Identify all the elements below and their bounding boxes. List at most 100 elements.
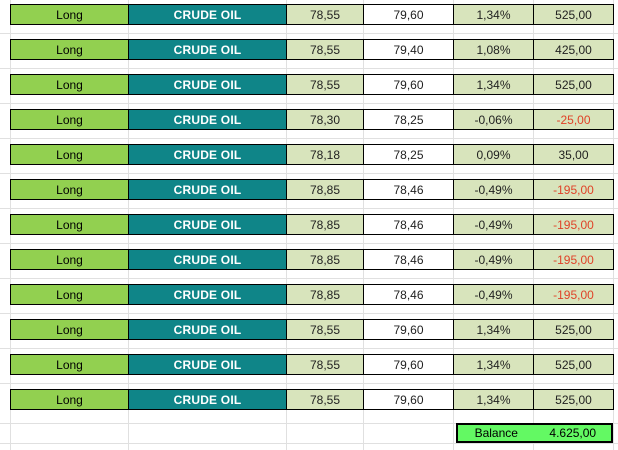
- change-pct-cell[interactable]: 1,34%: [454, 75, 534, 94]
- position-cell[interactable]: Long: [11, 110, 129, 129]
- trade-row: Long CRUDE OIL 78,55 79,60 1,34% 525,00: [10, 4, 614, 25]
- gridline: [0, 33, 618, 34]
- trade-row: Long CRUDE OIL 78,55 79,40 1,08% 425,00: [10, 39, 614, 60]
- entry-price-cell[interactable]: 78,85: [287, 180, 364, 199]
- trade-row: Long CRUDE OIL 78,85 78,46 -0,49% -195,0…: [10, 214, 614, 235]
- change-pct-cell[interactable]: -0,49%: [454, 250, 534, 269]
- profit-cell[interactable]: -195,00: [534, 180, 613, 199]
- profit-cell[interactable]: 425,00: [534, 40, 613, 59]
- exit-price-cell[interactable]: 78,46: [364, 250, 454, 269]
- profit-cell[interactable]: -195,00: [534, 215, 613, 234]
- instrument-cell[interactable]: CRUDE OIL: [129, 110, 287, 129]
- change-pct-cell[interactable]: -0,06%: [454, 110, 534, 129]
- exit-price-cell[interactable]: 79,60: [364, 5, 454, 24]
- exit-price-cell[interactable]: 79,60: [364, 320, 454, 339]
- exit-price-cell[interactable]: 78,46: [364, 215, 454, 234]
- gridline: [0, 68, 618, 69]
- instrument-cell[interactable]: CRUDE OIL: [129, 40, 287, 59]
- trade-row: Long CRUDE OIL 78,30 78,25 -0,06% -25,00: [10, 109, 614, 130]
- position-cell[interactable]: Long: [11, 75, 129, 94]
- gridline: [0, 208, 618, 209]
- position-cell[interactable]: Long: [11, 320, 129, 339]
- position-cell[interactable]: Long: [11, 285, 129, 304]
- entry-price-cell[interactable]: 78,30: [287, 110, 364, 129]
- position-cell[interactable]: Long: [11, 145, 129, 164]
- profit-cell[interactable]: 525,00: [534, 75, 613, 94]
- instrument-cell[interactable]: CRUDE OIL: [129, 285, 287, 304]
- instrument-cell[interactable]: CRUDE OIL: [129, 355, 287, 374]
- entry-price-cell[interactable]: 78,55: [287, 320, 364, 339]
- change-pct-cell[interactable]: 0,09%: [454, 145, 534, 164]
- gridline: [0, 243, 618, 244]
- instrument-cell[interactable]: CRUDE OIL: [129, 215, 287, 234]
- position-cell[interactable]: Long: [11, 355, 129, 374]
- change-pct-cell[interactable]: 1,08%: [454, 40, 534, 59]
- gridline: [0, 348, 618, 349]
- exit-price-cell[interactable]: 78,46: [364, 285, 454, 304]
- exit-price-cell[interactable]: 78,25: [364, 145, 454, 164]
- entry-price-cell[interactable]: 78,18: [287, 145, 364, 164]
- profit-cell[interactable]: -25,00: [534, 110, 613, 129]
- entry-price-cell[interactable]: 78,55: [287, 390, 364, 409]
- entry-price-cell[interactable]: 78,55: [287, 355, 364, 374]
- balance-label-cell[interactable]: Balance: [474, 426, 518, 440]
- profit-cell[interactable]: 525,00: [534, 355, 613, 374]
- profit-cell[interactable]: 525,00: [534, 320, 613, 339]
- gridline: [0, 313, 618, 314]
- change-pct-cell[interactable]: 1,34%: [454, 355, 534, 374]
- entry-price-cell[interactable]: 78,85: [287, 285, 364, 304]
- change-pct-cell[interactable]: -0,49%: [454, 285, 534, 304]
- entry-price-cell[interactable]: 78,85: [287, 250, 364, 269]
- gridline: [0, 443, 618, 444]
- trade-row: Long CRUDE OIL 78,85 78,46 -0,49% -195,0…: [10, 249, 614, 270]
- exit-price-cell[interactable]: 79,60: [364, 75, 454, 94]
- exit-price-cell[interactable]: 79,40: [364, 40, 454, 59]
- entry-price-cell[interactable]: 78,55: [287, 75, 364, 94]
- position-cell[interactable]: Long: [11, 40, 129, 59]
- change-pct-cell[interactable]: -0,49%: [454, 180, 534, 199]
- exit-price-cell[interactable]: 78,25: [364, 110, 454, 129]
- profit-cell[interactable]: 525,00: [534, 390, 613, 409]
- profit-cell[interactable]: -195,00: [534, 250, 613, 269]
- exit-price-cell[interactable]: 79,60: [364, 390, 454, 409]
- exit-price-cell[interactable]: 79,60: [364, 355, 454, 374]
- position-cell[interactable]: Long: [11, 5, 129, 24]
- trade-row: Long CRUDE OIL 78,55 79,60 1,34% 525,00: [10, 319, 614, 340]
- trade-row: Long CRUDE OIL 78,18 78,25 0,09% 35,00: [10, 144, 614, 165]
- change-pct-cell[interactable]: 1,34%: [454, 5, 534, 24]
- instrument-cell[interactable]: CRUDE OIL: [129, 320, 287, 339]
- instrument-cell[interactable]: CRUDE OIL: [129, 180, 287, 199]
- profit-cell[interactable]: 525,00: [534, 5, 613, 24]
- position-cell[interactable]: Long: [11, 180, 129, 199]
- trade-row: Long CRUDE OIL 78,55 79,60 1,34% 525,00: [10, 74, 614, 95]
- gridline: [0, 278, 618, 279]
- gridline: [0, 383, 618, 384]
- balance-value-cell[interactable]: 4.625,00: [549, 426, 597, 440]
- trade-row: Long CRUDE OIL 78,85 78,46 -0,49% -195,0…: [10, 284, 614, 305]
- position-cell[interactable]: Long: [11, 390, 129, 409]
- trade-row: Long CRUDE OIL 78,85 78,46 -0,49% -195,0…: [10, 179, 614, 200]
- trade-row: Long CRUDE OIL 78,55 79,60 1,34% 525,00: [10, 354, 614, 375]
- instrument-cell[interactable]: CRUDE OIL: [129, 390, 287, 409]
- position-cell[interactable]: Long: [11, 215, 129, 234]
- balance-box: Balance 4.625,00: [456, 423, 613, 443]
- entry-price-cell[interactable]: 78,55: [287, 40, 364, 59]
- gridline: [0, 173, 618, 174]
- position-cell[interactable]: Long: [11, 250, 129, 269]
- change-pct-cell[interactable]: -0,49%: [454, 215, 534, 234]
- instrument-cell[interactable]: CRUDE OIL: [129, 75, 287, 94]
- profit-cell[interactable]: 35,00: [534, 145, 613, 164]
- entry-price-cell[interactable]: 78,85: [287, 215, 364, 234]
- instrument-cell[interactable]: CRUDE OIL: [129, 5, 287, 24]
- trade-row: Long CRUDE OIL 78,55 79,60 1,34% 525,00: [10, 389, 614, 410]
- instrument-cell[interactable]: CRUDE OIL: [129, 250, 287, 269]
- profit-cell[interactable]: -195,00: [534, 285, 613, 304]
- gridline: [0, 138, 618, 139]
- change-pct-cell[interactable]: 1,34%: [454, 390, 534, 409]
- instrument-cell[interactable]: CRUDE OIL: [129, 145, 287, 164]
- entry-price-cell[interactable]: 78,55: [287, 5, 364, 24]
- gridline: [0, 103, 618, 104]
- exit-price-cell[interactable]: 78,46: [364, 180, 454, 199]
- change-pct-cell[interactable]: 1,34%: [454, 320, 534, 339]
